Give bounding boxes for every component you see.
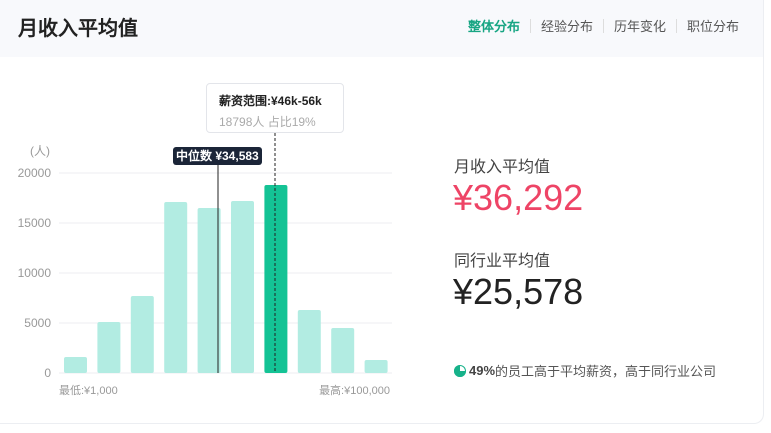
tab-position[interactable]: 职位分布 [686,19,739,34]
histogram-bar[interactable] [231,201,254,373]
industry-avg-value: ¥25,578 [453,271,584,312]
y-tick-label: 10000 [18,266,52,280]
tab-history[interactable]: 历年变化 [613,19,666,34]
histogram-bar[interactable] [97,322,121,373]
histogram-bar[interactable] [164,202,188,373]
pie-chart-icon [454,364,466,377]
y-tick-label: 15000 [18,216,52,230]
tab-bar: 整体分布 经验分布 历年变化 职位分布 [468,16,739,35]
histogram-bar[interactable] [64,357,87,373]
page-title: 月收入平均值 [18,18,138,40]
histogram-bar-highlighted[interactable] [264,185,288,373]
industry-avg-label: 同行业平均值 [454,253,551,270]
y-tick-label: 5000 [24,316,51,330]
avg-label: 月收入平均值 [454,159,551,176]
median-badge: 中位数 ¥34,583 [173,147,262,165]
histogram-bar[interactable] [331,328,355,373]
tab-divider [602,18,604,33]
tab-experience[interactable]: 经验分布 [540,19,593,34]
y-axis-unit: (人) [30,144,50,158]
card-header: 月收入平均值 整体分布 经验分布 历年变化 职位分布 [0,0,763,57]
histogram-bar[interactable] [197,208,221,373]
tab-divider [529,18,531,33]
histogram-bar[interactable] [297,310,321,373]
tab-divider [675,18,677,33]
note-text: 的员工高于平均薪资，高于同行业公司 [495,364,717,379]
tooltip-range: 薪资范围:¥46k-56k [219,94,322,108]
note-percent: 49% [469,363,496,378]
histogram-bar[interactable] [364,360,388,373]
y-tick-label: 0 [44,366,51,380]
comparison-note: 49% 的员工高于平均薪资，高于同行业公司 [454,361,716,380]
bar-tooltip: 薪资范围:¥46k-56k 18798人 占比19% [206,83,344,133]
avg-value: ¥36,292 [453,177,584,218]
tab-overall[interactable]: 整体分布 [467,19,520,34]
histogram-bar[interactable] [130,296,154,373]
min-salary-label: 最低:¥1,000 [59,384,118,397]
salary-card: 月收入平均值 整体分布 经验分布 历年变化 职位分布 [0,0,764,424]
y-tick-label: 20000 [18,166,52,180]
max-salary-label: 最高:¥100,000 [319,383,390,397]
tooltip-detail: 18798人 占比19% [219,115,316,129]
